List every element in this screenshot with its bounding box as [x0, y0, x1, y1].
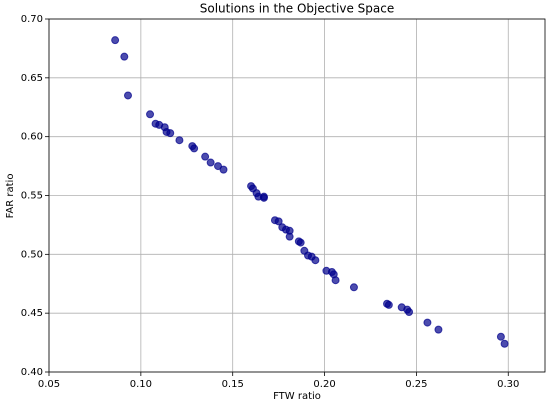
point	[111, 36, 120, 45]
point	[201, 152, 210, 161]
y-tick-label: 0.40	[21, 367, 43, 378]
y-tick-label: 0.55	[21, 191, 43, 202]
point	[384, 300, 393, 309]
x-tick-label: 0.05	[38, 379, 60, 390]
point	[190, 144, 199, 153]
point	[206, 158, 215, 167]
y-tick-label: 0.70	[21, 14, 43, 25]
plot-frame	[48, 18, 546, 373]
y-axis-label: FAR ratio	[5, 174, 16, 219]
point	[296, 238, 305, 247]
y-tick-label: 0.50	[21, 249, 43, 260]
point	[166, 129, 175, 138]
x-tick-label: 0.30	[497, 379, 519, 390]
point	[349, 283, 358, 292]
point	[120, 52, 129, 61]
point	[285, 232, 294, 241]
point	[259, 193, 268, 202]
point	[311, 256, 320, 265]
point	[123, 91, 132, 100]
x-axis-label: FTW ratio	[273, 391, 321, 402]
point	[496, 332, 505, 341]
point	[423, 318, 432, 327]
point	[175, 136, 184, 145]
x-tick-label: 0.20	[313, 379, 335, 390]
point	[214, 162, 223, 171]
point	[274, 217, 283, 226]
y-tick-label: 0.65	[21, 73, 43, 84]
y-tick-label: 0.45	[21, 308, 43, 319]
point	[500, 339, 509, 348]
point	[405, 307, 414, 316]
point	[434, 325, 443, 334]
y-tick-label: 0.60	[21, 132, 43, 143]
x-tick-label: 0.25	[405, 379, 427, 390]
chart-title: Solutions in the Objective Space	[200, 2, 395, 16]
point	[331, 276, 340, 285]
point	[146, 110, 155, 119]
point	[219, 165, 228, 174]
x-tick-label: 0.10	[130, 379, 152, 390]
x-tick-label: 0.15	[222, 379, 244, 390]
